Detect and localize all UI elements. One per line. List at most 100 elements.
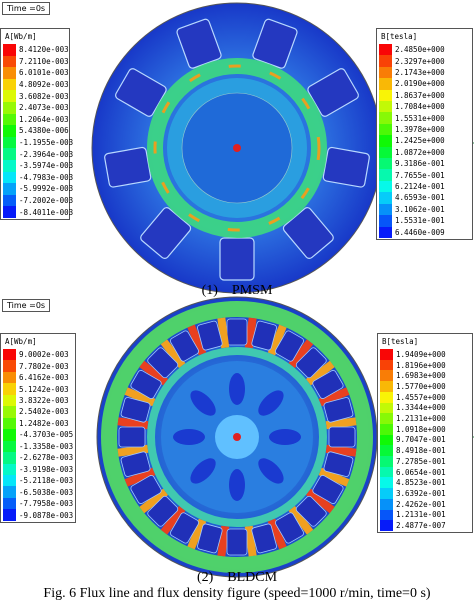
shape	[140, 207, 192, 260]
legend-swatch	[379, 123, 392, 136]
time-label: Time =0s	[2, 299, 51, 312]
legend-entry: 9.3186e-001	[379, 158, 470, 170]
legend-swatch	[3, 497, 16, 510]
legend-swatch	[3, 113, 16, 126]
legend-entry: 1.3344e+000	[380, 402, 470, 414]
color-legend: A[Wb/m] 8.4120e-003 7.2110e-003 6.0101e-003…	[0, 28, 74, 220]
legend-swatch	[3, 55, 16, 68]
legend-swatch	[380, 370, 393, 382]
legend-swatch	[379, 146, 392, 159]
legend-swatch	[3, 429, 16, 441]
legend-value: 1.6983e+000	[396, 371, 446, 381]
legend-title: B[tesla]	[382, 337, 419, 346]
legend-entry: 8.4120e-003	[3, 44, 69, 56]
shape	[229, 373, 245, 405]
shape	[147, 495, 179, 527]
shape	[229, 469, 245, 501]
shape	[187, 518, 207, 550]
legend-swatch	[3, 349, 16, 361]
legend-value: -3.5974e-003	[19, 161, 74, 171]
shape	[233, 433, 241, 441]
shape	[120, 397, 151, 423]
shape	[233, 144, 241, 152]
panel-caption: (1) PMSM	[201, 283, 273, 298]
legend-entry: 1.8637e+000	[379, 89, 470, 102]
legend-value: 1.2425e+000	[395, 136, 445, 146]
legend-swatch	[379, 44, 392, 56]
legend-entry: 7.7802e-003	[3, 360, 73, 372]
legend-swatch	[379, 89, 392, 102]
shape	[251, 523, 277, 554]
legend-value: 7.2785e-001	[396, 456, 446, 466]
legend-entry: 1.5770e+000	[380, 381, 470, 392]
legend-swatch	[379, 101, 392, 113]
legend-entry: 2.4877e-007	[380, 520, 470, 531]
legend-swatch	[3, 101, 16, 114]
shape	[288, 505, 314, 535]
legend-swatch	[3, 509, 16, 521]
legend-entry: -9.0878e-003	[3, 509, 73, 521]
legend-entry: 6.4460e-009	[379, 226, 470, 238]
legend-swatch	[3, 486, 16, 498]
legend-value: -5.9992e-003	[19, 184, 74, 194]
legend-swatch	[3, 474, 16, 487]
legend-entry: 1.8196e+000	[380, 359, 470, 371]
legend-value: 1.9409e+000	[396, 349, 446, 359]
legend-value: 7.2110e-003	[19, 56, 69, 66]
legend-value: -1.1955e-003	[19, 138, 74, 148]
legend-entry: 1.2482e-003	[3, 417, 73, 430]
legend-value: -1.3358e-003	[19, 441, 74, 451]
legend-entry: 3.8322e-003	[3, 394, 73, 407]
legend-value: 9.3186e-001	[395, 159, 445, 169]
legend-swatch	[380, 498, 393, 510]
legend-title: B[tesla]	[381, 32, 418, 41]
shape	[318, 467, 350, 487]
shape	[295, 347, 327, 379]
shape	[323, 397, 354, 423]
legend-value: 3.6392e-001	[396, 488, 446, 498]
legend-entry: 3.1062e-001	[379, 203, 470, 216]
legend-swatch	[3, 383, 16, 395]
shape	[305, 360, 335, 386]
legend-entry: 1.3978e+000	[379, 123, 470, 136]
legend-title: A[Wb/m]	[5, 32, 37, 41]
shape	[251, 320, 277, 351]
legend-swatch	[3, 159, 16, 172]
figure-caption: Fig. 6 Flux line and flux density figure…	[43, 586, 431, 601]
legend-entry: 2.5402e-003	[3, 406, 73, 418]
legend-swatch	[379, 226, 392, 238]
shape	[197, 523, 223, 554]
legend-swatch	[3, 78, 16, 91]
legend-swatch	[379, 135, 392, 147]
legend-entry: -3.5974e-003	[3, 159, 73, 172]
legend-swatch	[380, 423, 393, 435]
legend-entry: 1.9409e+000	[380, 349, 470, 360]
legend-entry: 7.2785e-001	[380, 456, 470, 467]
legend-swatch	[3, 90, 16, 102]
color-legend: B[tesla] 1.9409e+000 1.8196e+000 1.6983e+00…	[377, 333, 473, 533]
legend-value: 2.1743e+000	[395, 68, 445, 78]
legend-swatch	[380, 413, 393, 424]
legend-swatch	[380, 349, 393, 360]
pmsm-plot	[91, 2, 383, 294]
legend-value: 3.8322e-003	[19, 396, 69, 406]
legend-entry: 6.0654e-001	[380, 466, 470, 478]
shape	[170, 512, 199, 544]
legend-value: 1.2064e-003	[19, 114, 69, 124]
legend-swatch	[3, 406, 16, 418]
legend-entry: 1.2131e+000	[380, 413, 470, 424]
legend-value: 6.2124e-001	[395, 182, 445, 192]
legend-value: 6.4162e-003	[19, 373, 69, 383]
legend-swatch	[379, 192, 392, 204]
legend-entry: 2.0190e+000	[379, 78, 470, 90]
legend-swatch	[380, 520, 393, 531]
shape	[197, 320, 223, 351]
shape	[118, 426, 146, 448]
legend-value: 6.0101e-003	[19, 68, 69, 78]
legend-value: 2.4073e-003	[19, 103, 69, 113]
legend-entry: -6.5038e-003	[3, 486, 73, 498]
legend-swatch	[3, 183, 16, 195]
legend-value: 1.2131e-001	[396, 510, 446, 520]
legend-swatch	[379, 112, 392, 124]
